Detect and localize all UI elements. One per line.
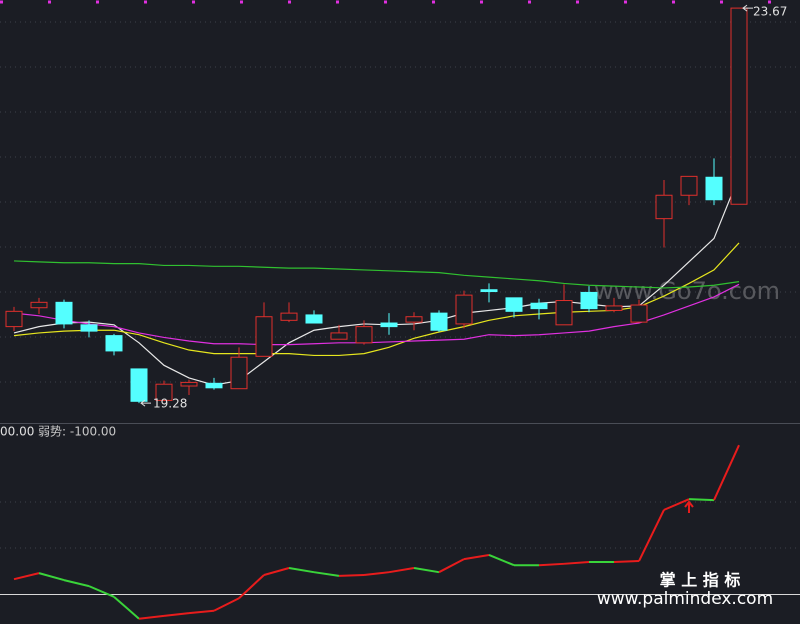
indicator-segment <box>313 571 340 577</box>
watermark: www.Go7o.com <box>594 277 780 305</box>
indicator-segment <box>13 572 40 581</box>
indicator-segment <box>263 567 290 576</box>
candle-body <box>5 310 23 328</box>
candle-body <box>730 7 748 205</box>
candle-body <box>230 356 248 390</box>
candle-body <box>430 312 448 331</box>
indicator-segment <box>638 509 665 562</box>
candle-body <box>30 301 48 309</box>
indicator-segment <box>388 567 415 574</box>
candle-body <box>580 291 598 310</box>
candle-body <box>80 324 98 332</box>
indicator-segment <box>488 554 515 567</box>
candle-body <box>130 368 148 402</box>
indicator-segment <box>113 596 140 620</box>
candle-body <box>255 316 273 357</box>
indicator-segment <box>213 597 240 612</box>
grid <box>0 0 800 549</box>
candle-body <box>155 383 173 401</box>
candle-body <box>480 289 498 293</box>
indicator-segment <box>38 572 65 582</box>
candle-body <box>455 294 473 325</box>
indicator-legend: 00.00 <box>0 425 34 439</box>
candle-body <box>380 322 398 328</box>
candle-body <box>555 300 573 326</box>
candle-body <box>280 312 298 321</box>
candle-body <box>355 326 373 344</box>
high-arrow <box>742 4 753 12</box>
candle-body <box>405 316 423 323</box>
indicator-segment <box>338 573 365 577</box>
indicator-segment <box>288 567 315 574</box>
candle-body <box>205 382 223 389</box>
indicator-segment <box>438 558 465 574</box>
indicator-segment <box>563 560 590 565</box>
candle-body <box>530 302 548 310</box>
high-label: 23.67 <box>753 5 787 19</box>
candle-body <box>655 194 673 220</box>
candle-body <box>55 301 73 325</box>
indicator-segment <box>688 498 715 502</box>
url: www.palmindex.com <box>597 589 773 609</box>
signal-arrow <box>684 500 694 513</box>
weak-label: 弱势: -100.00 <box>38 425 116 439</box>
moving-average <box>13 283 740 346</box>
candle-body <box>105 335 123 352</box>
indicator-segment <box>238 574 265 599</box>
indicator-segment <box>663 498 690 511</box>
indicator-segment <box>413 567 440 574</box>
candle-body <box>630 304 648 323</box>
candle-body <box>305 314 323 324</box>
moving-average <box>13 260 740 289</box>
indicator-segment <box>538 562 565 567</box>
candle-body <box>505 297 523 312</box>
indicator-segment <box>163 612 190 617</box>
brand: 掌 上 指 标 <box>660 571 741 590</box>
indicator-segment <box>188 609 215 615</box>
indicator-segment <box>713 444 740 501</box>
candle-body <box>180 381 198 387</box>
candle-body <box>330 332 348 340</box>
low-label: 19.28 <box>153 397 187 411</box>
indicator-segment <box>63 579 90 588</box>
candle-body <box>705 176 723 201</box>
indicator-segment <box>138 614 165 620</box>
indicator-segment <box>463 553 490 561</box>
indicator-segment <box>613 560 640 563</box>
indicator-segment <box>88 585 115 598</box>
candle-body <box>605 305 623 311</box>
indicator-segment <box>363 571 390 576</box>
low-arrow <box>140 399 151 407</box>
candle-body <box>680 175 698 196</box>
